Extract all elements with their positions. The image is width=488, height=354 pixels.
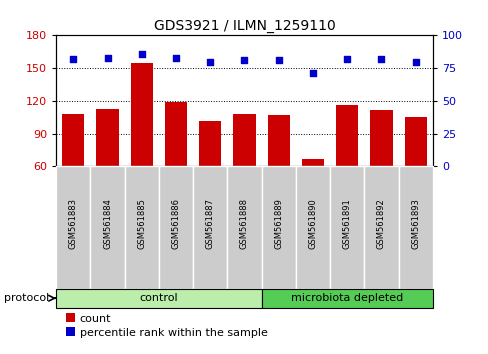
Point	[69, 56, 77, 62]
Point	[343, 56, 350, 62]
Bar	[96, 109, 119, 166]
Bar	[233, 114, 255, 166]
Text: GSM561885: GSM561885	[137, 199, 146, 249]
Point	[274, 57, 282, 63]
Text: GSM561884: GSM561884	[103, 199, 112, 249]
Bar	[164, 102, 187, 166]
Text: GSM561883: GSM561883	[69, 198, 78, 250]
Text: GSM561893: GSM561893	[410, 199, 419, 249]
Point	[138, 51, 145, 57]
Bar	[130, 63, 153, 166]
Text: GSM561886: GSM561886	[171, 198, 180, 250]
Text: count: count	[80, 314, 111, 324]
Text: GSM561892: GSM561892	[376, 199, 385, 249]
Text: GSM561891: GSM561891	[342, 199, 351, 249]
Bar	[267, 115, 289, 166]
Bar	[301, 159, 324, 166]
Text: GSM561889: GSM561889	[274, 199, 283, 249]
Text: GSM561888: GSM561888	[240, 198, 248, 250]
Bar	[369, 110, 392, 166]
Text: protocol: protocol	[3, 293, 49, 303]
Point	[206, 59, 214, 64]
Bar	[404, 117, 426, 166]
Point	[308, 70, 316, 76]
Text: GSM561887: GSM561887	[205, 198, 214, 250]
Point	[411, 59, 419, 64]
Point	[240, 57, 248, 63]
Text: microbiota depleted: microbiota depleted	[290, 293, 403, 303]
Point	[172, 55, 180, 61]
Text: GSM561890: GSM561890	[308, 199, 317, 249]
Text: percentile rank within the sample: percentile rank within the sample	[80, 329, 267, 338]
Text: control: control	[140, 293, 178, 303]
Bar	[335, 105, 358, 166]
Point	[377, 56, 385, 62]
Bar	[62, 114, 84, 166]
Point	[103, 55, 111, 61]
Title: GDS3921 / ILMN_1259110: GDS3921 / ILMN_1259110	[153, 19, 335, 33]
Bar	[199, 120, 221, 166]
